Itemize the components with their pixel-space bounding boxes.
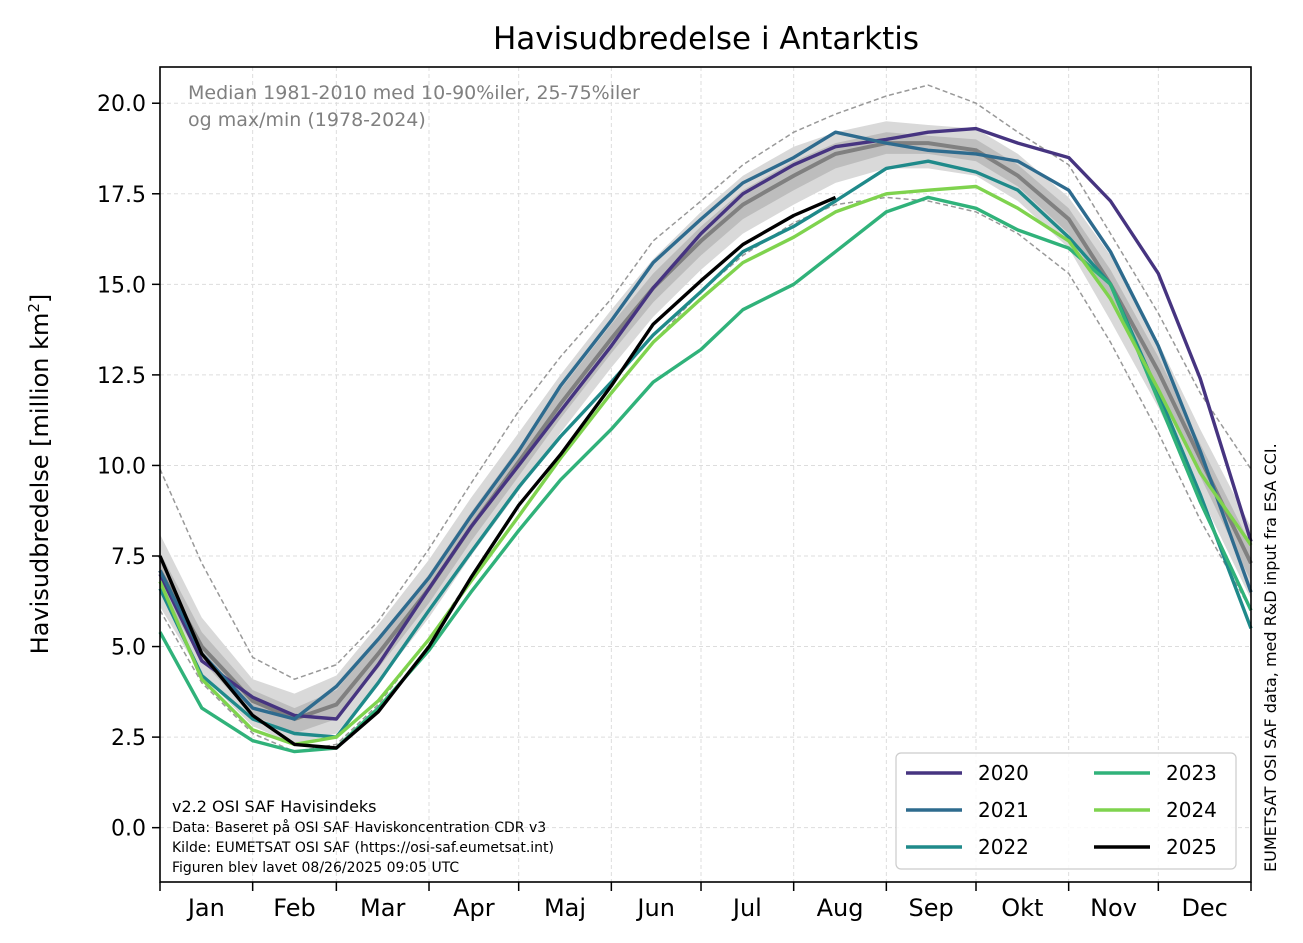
legend-box (895, 752, 1237, 870)
x-tick-label-nov: Nov (1090, 894, 1137, 922)
footer-line-1: v2.2 OSI SAF Havisindeks (172, 797, 377, 816)
max-line (159, 84, 1252, 681)
x-tick-label-okt: Okt (1001, 894, 1043, 922)
y-axis-ticks: 0.0 2.5 5.0 7.5 10.0 12.5 15.0 17.5 20.0 (97, 92, 160, 842)
y-tick-label: 7.5 (111, 545, 146, 570)
y-tick-label: 20.0 (97, 92, 146, 117)
y-tick-label: 10.0 (97, 454, 146, 479)
x-tick-label-aug: Aug (817, 894, 864, 922)
legend-label-2024: 2024 (1166, 798, 1217, 822)
median-line (158, 141, 1253, 722)
y-axis-label-end: ] (26, 294, 54, 303)
y-tick-label: 15.0 (97, 273, 146, 298)
legend-label-2020: 2020 (978, 761, 1029, 785)
x-tick-label-jun: Jun (635, 894, 675, 922)
x-tick-label-apr: Apr (453, 894, 495, 922)
y-axis-label: Havisudbredelse [million km2] (25, 294, 54, 655)
legend-label-2025: 2025 (1166, 835, 1217, 859)
series-line-2021 (158, 130, 1253, 721)
x-tick-label-feb: Feb (273, 894, 316, 922)
plot-frame (159, 66, 1252, 883)
annotation-line-1: Median 1981-2010 med 10-90%iler, 25-75%i… (188, 82, 640, 104)
series-line-2024 (158, 184, 1253, 747)
footer-line-3: Kilde: EUMETSAT OSI SAF (https://osi-saf… (172, 840, 554, 856)
series-line-2025 (158, 195, 837, 750)
x-tick-label-mar: Mar (360, 894, 405, 922)
footer-line-4: Figuren blev lavet 08/26/2025 09:05 UTC (172, 860, 459, 876)
y-tick-label: 5.0 (111, 636, 146, 661)
chart-title: Havisudbredelse i Antarktis (493, 21, 919, 57)
x-tick-label-jan: Jan (186, 894, 225, 922)
legend-label-2023: 2023 (1166, 761, 1217, 785)
y-tick-label: 17.5 (97, 183, 146, 208)
legend-label-2022: 2022 (978, 835, 1029, 859)
side-note: EUMETSAT OSI SAF data, med R&D input fra… (1261, 443, 1280, 872)
x-tick-label-maj: Maj (544, 894, 586, 922)
legend-label-2021: 2021 (978, 798, 1029, 822)
x-axis-ticks: Jan Feb Mar Apr Maj Jun Jul Aug Sep Okt Nov Dec (159, 882, 1252, 922)
footer-line-2: Data: Baseret på OSI SAF Haviskoncentrat… (172, 819, 546, 836)
y-axis-label-superscript: 2 (25, 303, 43, 313)
x-tick-label-sep: Sep (909, 894, 954, 922)
annotation-line-2: og max/min (1978-2024) (188, 109, 426, 131)
y-tick-label: 0.0 (111, 817, 146, 842)
x-tick-label-jul: Jul (731, 894, 762, 922)
series-lines (158, 126, 1253, 754)
x-tick-label-dec: Dec (1181, 894, 1227, 922)
y-tick-label: 12.5 (97, 364, 146, 389)
grid (160, 67, 1251, 882)
series-line-2020 (158, 126, 1253, 721)
y-tick-label: 2.5 (111, 726, 146, 751)
legend: 2020 2021 2022 2023 2024 2025 (895, 752, 1237, 870)
